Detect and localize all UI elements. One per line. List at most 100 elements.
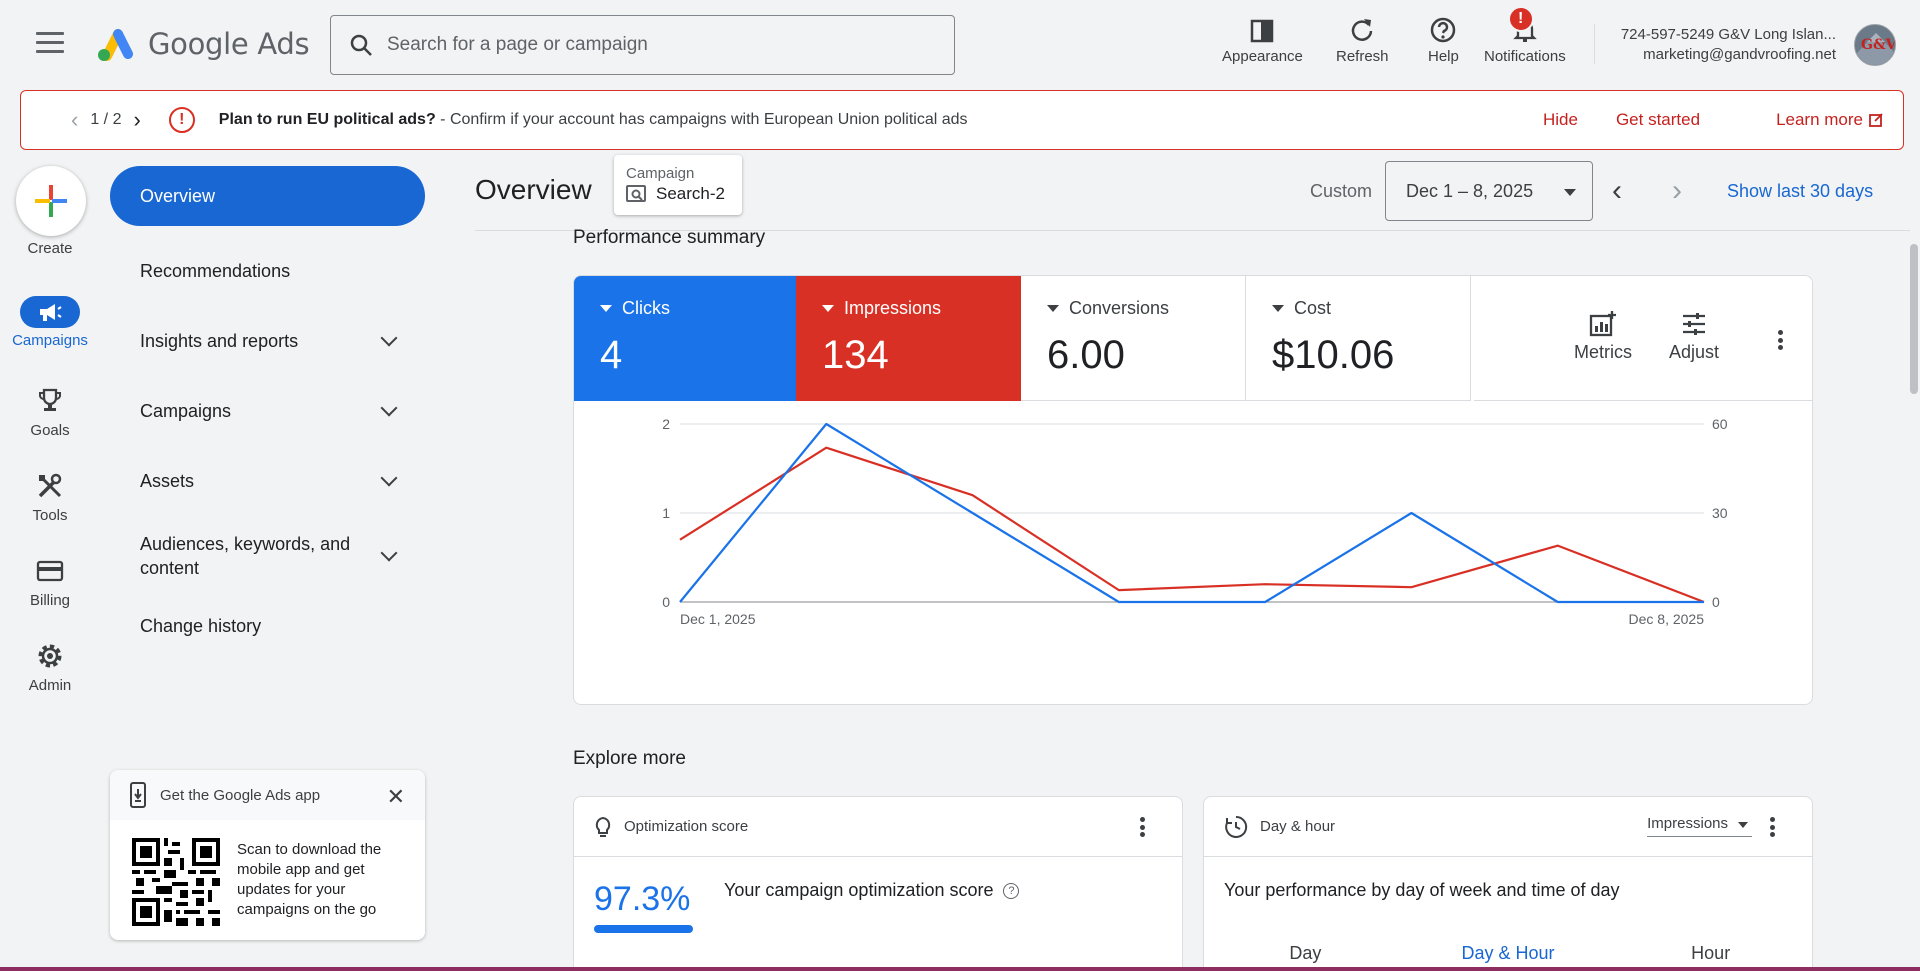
nav-item-overview[interactable]: Overview [110, 166, 425, 226]
y-left-tick-label: 2 [662, 416, 670, 432]
nav-item-audiences[interactable]: Audiences, keywords, and content [110, 516, 425, 596]
rail-item-billing[interactable]: Billing [0, 554, 100, 609]
metric-value-cost: $10.06 [1272, 333, 1395, 377]
rail-label-tools: Tools [32, 507, 68, 524]
nav-item-campaigns[interactable]: Campaigns [110, 376, 425, 446]
side-nav: Overview Recommendations Insights and re… [110, 166, 425, 656]
caret-down-icon [1564, 189, 1576, 196]
divider [1594, 24, 1595, 64]
banner-title: Plan to run EU political ads? [218, 111, 436, 128]
x-tick-label: Dec 1, 2025 [680, 611, 756, 627]
notification-badge: ! [1507, 6, 1534, 32]
metric-value-impressions: 134 [822, 333, 889, 377]
adjust-label: Adjust [1669, 342, 1720, 362]
open-in-new-icon [1869, 113, 1883, 127]
megaphone-icon [40, 304, 62, 321]
search-box[interactable] [330, 15, 955, 75]
help-button[interactable]: Help [1428, 14, 1459, 65]
header-divider [475, 230, 1910, 231]
dropdown-arrow-icon [600, 305, 612, 312]
y-right-tick-label: 30 [1712, 505, 1728, 521]
banner-prev-icon[interactable]: ‹ [71, 107, 79, 132]
next-period-button[interactable]: › [1672, 174, 1682, 207]
optimization-score-card[interactable]: Optimization score 97.3% Your campaign o… [573, 796, 1183, 971]
notifications-button[interactable]: ! Notifications [1484, 6, 1566, 65]
appearance-button[interactable]: Appearance [1222, 14, 1303, 65]
window-bottom-border [0, 967, 1920, 971]
gear-icon [38, 644, 62, 668]
metric-tile-conversions[interactable]: Conversions 6.00 [1021, 276, 1246, 401]
appearance-label: Appearance [1222, 48, 1303, 65]
refresh-button[interactable]: Refresh [1336, 14, 1389, 65]
close-icon[interactable]: ✕ [386, 784, 405, 809]
top-bar: Google Ads Appearance Refresh Help ! Not… [0, 0, 1920, 88]
metric-tools: Metrics Adjust [1474, 276, 1812, 401]
day-hour-caption: Your performance by day of week and time… [1224, 880, 1620, 900]
explore-more-title: Explore more [573, 748, 686, 769]
account-info[interactable]: 724-597-5249 G&V Long Islan... marketing… [1621, 25, 1836, 65]
day-hour-tabs: Day Day & Hour Hour [1204, 943, 1812, 964]
eu-political-ads-banner: ‹ 1 / 2 › ! Plan to run EU political ads… [20, 90, 1904, 150]
show-last-30-days-link[interactable]: Show last 30 days [1727, 181, 1874, 201]
avatar[interactable]: G&V [1854, 24, 1896, 66]
promo-header: Get the Google Ads app ✕ [110, 770, 425, 820]
account-email: marketing@gandvroofing.net [1643, 46, 1836, 63]
previous-period-button[interactable]: ‹ [1612, 174, 1622, 207]
scrollbar[interactable] [1910, 244, 1918, 394]
x-tick-label: Dec 8, 2025 [1629, 611, 1705, 627]
chevron-down-icon [380, 544, 398, 562]
nav-item-assets[interactable]: Assets [110, 446, 425, 516]
more-options-icon[interactable] [1762, 815, 1782, 839]
day-hour-metric-value: Impressions [1647, 815, 1728, 832]
banner-pager-count: 1 / 2 [90, 111, 122, 128]
day-hour-title: Day & hour [1260, 818, 1336, 835]
date-range-value: Dec 1 – 8, 2025 [1406, 180, 1534, 201]
date-range-select[interactable]: Dec 1 – 8, 2025 [1385, 161, 1593, 221]
caret-down-icon [1738, 822, 1748, 828]
qr-code [132, 838, 220, 926]
nav-item-recommendations[interactable]: Recommendations [110, 236, 425, 306]
schedule-icon [1225, 815, 1248, 838]
help-icon[interactable]: ? [1003, 882, 1020, 899]
more-options-icon[interactable] [1770, 328, 1790, 352]
banner-next-icon[interactable]: › [133, 107, 141, 132]
tools-icon [38, 473, 62, 498]
tab-hour[interactable]: Hour [1691, 943, 1731, 963]
metric-tile-clicks[interactable]: Clicks 4 [574, 276, 799, 401]
nav-item-insights-and-reports[interactable]: Insights and reports [110, 306, 425, 376]
nav-item-change-history[interactable]: Change history [110, 596, 425, 656]
day-hour-metric-select[interactable]: Impressions [1647, 813, 1752, 837]
search-input[interactable] [387, 34, 947, 56]
rail-item-tools[interactable]: Tools [0, 469, 100, 524]
more-options-icon[interactable] [1132, 815, 1152, 839]
metric-tile-impressions[interactable]: Impressions 134 [796, 276, 1021, 401]
help-label: Help [1428, 48, 1459, 65]
campaign-selector[interactable]: Campaign Search-2 [614, 155, 742, 215]
metrics-button[interactable]: Metrics [1574, 311, 1632, 363]
create-button[interactable] [16, 166, 86, 236]
rail-label-billing: Billing [29, 592, 71, 609]
tab-day[interactable]: Day [1289, 943, 1322, 963]
adjust-button[interactable]: Adjust [1669, 311, 1719, 363]
metric-tile-cost[interactable]: Cost $10.06 [1246, 276, 1471, 401]
alert-icon: ! [168, 107, 195, 133]
rail-item-admin[interactable]: Admin [0, 639, 100, 694]
day-hour-card[interactable]: Day & hour Impressions Your performance … [1203, 796, 1813, 971]
get-started-button[interactable]: Get started [1615, 110, 1701, 129]
google-ads-logo-mark [98, 29, 133, 61]
rail-item-campaigns[interactable]: Campaigns [0, 296, 100, 349]
tab-day-and-hour[interactable]: Day & Hour [1461, 943, 1555, 963]
hide-button[interactable]: Hide [1542, 110, 1578, 129]
app-promo-card: Get the Google Ads app ✕ Scan to downloa… [110, 770, 425, 940]
hamburger-menu-icon[interactable] [36, 32, 64, 54]
search-icon [350, 34, 372, 56]
nav-label-overview: Overview [140, 185, 216, 206]
google-ads-logo[interactable]: Google Ads [94, 26, 310, 62]
learn-more-link[interactable]: Learn more [1738, 110, 1883, 130]
nav-label-change-history: Change history [140, 615, 262, 636]
metric-name-impressions: Impressions [844, 298, 942, 318]
nav-label-insights: Insights and reports [140, 330, 299, 351]
rail-item-goals[interactable]: Goals [0, 384, 100, 439]
trophy-icon [39, 388, 61, 411]
credit-card-icon [36, 560, 64, 582]
